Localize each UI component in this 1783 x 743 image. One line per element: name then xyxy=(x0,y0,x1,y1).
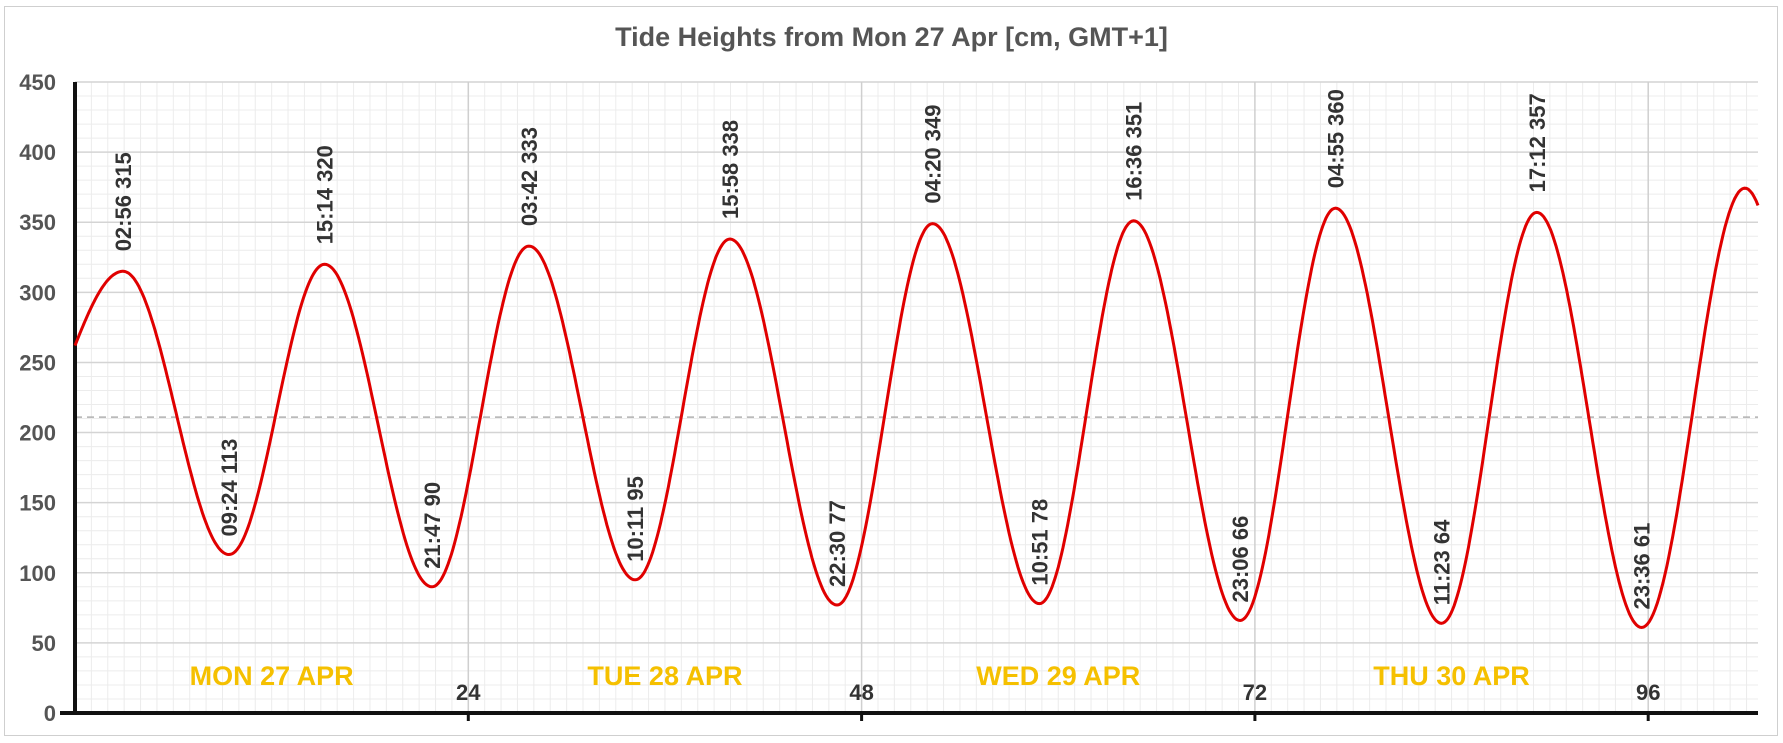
high-tide-label: 15:14 320 xyxy=(313,145,338,244)
high-tide-label: 17:12 357 xyxy=(1525,93,1550,192)
low-tide-label: 09:24 113 xyxy=(217,439,242,537)
x-tick-label: 48 xyxy=(849,680,873,705)
y-tick-label: 350 xyxy=(19,210,56,235)
high-tide-label: 16:36 351 xyxy=(1122,102,1147,201)
high-tide-label: 04:55 360 xyxy=(1324,89,1349,188)
tide-line xyxy=(73,186,1760,630)
chart-title: Tide Heights from Mon 27 Apr [cm, GMT+1] xyxy=(615,22,1168,52)
day-label: THU 30 APR xyxy=(1373,661,1530,691)
y-tick-label: 50 xyxy=(32,631,56,656)
y-tick-label: 400 xyxy=(19,140,56,165)
x-tick-label: 72 xyxy=(1243,680,1267,705)
low-tide-label: 10:11 95 xyxy=(623,476,648,562)
y-tick-label: 250 xyxy=(19,350,56,375)
low-tide-label: 21:47 90 xyxy=(420,482,445,569)
y-tick-label: 0 xyxy=(44,701,56,726)
extreme-labels: 02:56 315 09:24 113 15:14 320 21:47 90 03:42… xyxy=(111,89,1655,610)
low-tide-label: 22:30 77 xyxy=(825,500,850,587)
high-tide-label: 04:20 349 xyxy=(921,105,946,204)
x-tick-label: 96 xyxy=(1636,680,1660,705)
y-tick-label: 300 xyxy=(19,280,56,305)
day-label: WED 29 APR xyxy=(976,661,1140,691)
x-tick-label: 24 xyxy=(456,680,481,705)
tide-series xyxy=(73,186,1760,630)
y-tick-label: 100 xyxy=(19,561,56,586)
y-tick-label: 450 xyxy=(19,70,56,95)
high-tide-label: 15:58 338 xyxy=(718,120,743,219)
day-label: TUE 28 APR xyxy=(587,661,742,691)
axes: 0 50 100 150 200 250 300 350 400 450 24 48 72 96 xyxy=(19,70,1758,726)
y-tick-label: 200 xyxy=(19,421,56,446)
low-tide-label: 10:51 78 xyxy=(1027,499,1052,586)
high-tide-label: 02:56 315 xyxy=(111,152,136,251)
low-tide-label: 23:06 66 xyxy=(1228,516,1253,603)
day-label: MON 27 APR xyxy=(190,661,354,691)
high-tide-label: 03:42 333 xyxy=(517,127,542,226)
low-tide-label: 11:23 64 xyxy=(1429,519,1454,605)
y-tick-label: 150 xyxy=(19,491,56,516)
low-tide-label: 23:36 61 xyxy=(1630,523,1655,610)
day-labels: MON 27 APR TUE 28 APR WED 29 APR THU 30 APR xyxy=(190,661,1530,691)
